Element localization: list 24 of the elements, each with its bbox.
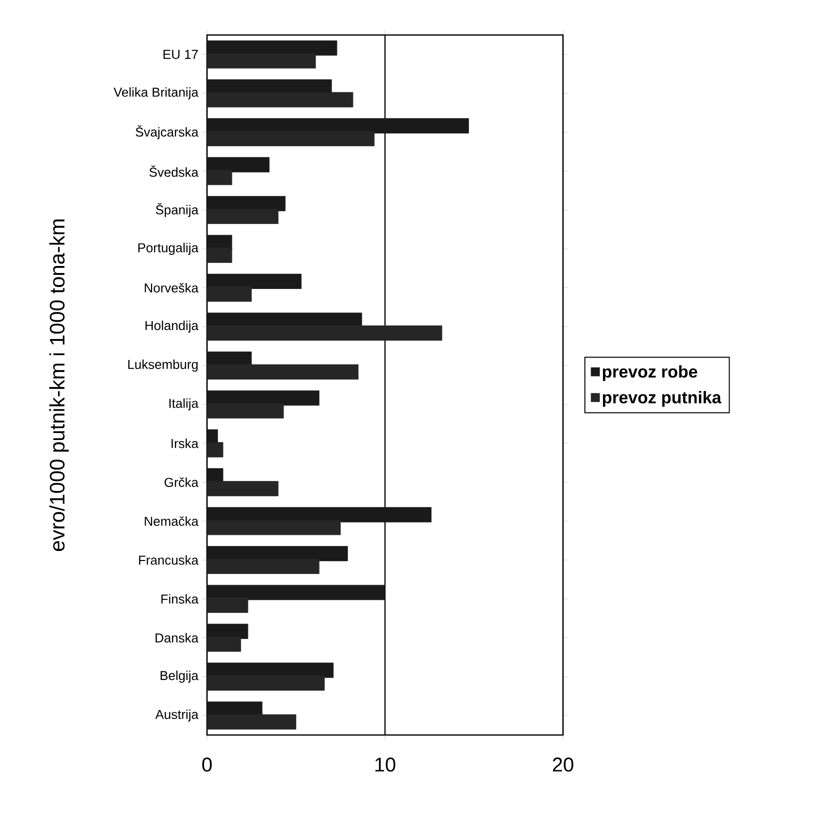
y-axis-title: evro/1000 putnik-km i 1000 tona-km (49, 220, 69, 551)
x-tick-label: 0 (202, 758, 212, 772)
y-tick-label: Finska (161, 594, 198, 604)
y-tick-label: Austrija (155, 710, 198, 722)
y-tick-label: Francuska (139, 555, 198, 565)
y-tick-label: Italija (169, 398, 198, 410)
x-tick-label: 10 (375, 758, 396, 772)
y-tick-label: Velika Britanija (114, 87, 198, 100)
y-tick-label: Belgija (160, 670, 198, 683)
y-tick-label: Nemačka (144, 516, 198, 526)
y-tick-label: Norveška (144, 282, 198, 293)
y-tick-label: Grčka (164, 477, 198, 487)
y-tick-label: Portugalija (138, 242, 198, 255)
y-tick-label: Irska (172, 438, 198, 448)
y-tick-label: Luksemburg (128, 360, 198, 372)
y-tick-label: EU 17 (164, 50, 198, 59)
legend-label: prevoz putnika (602, 390, 722, 407)
x-tick-label: 20 (552, 758, 574, 772)
y-tick-label: Švedska (149, 165, 198, 177)
y-tick-label: Holandija (146, 320, 198, 333)
y-tick-label: Švajcarska (136, 125, 198, 140)
y-tick-label: Španija (156, 202, 198, 217)
y-tick-label: Danska (156, 633, 198, 643)
legend-label: prevoz robe (602, 365, 698, 382)
